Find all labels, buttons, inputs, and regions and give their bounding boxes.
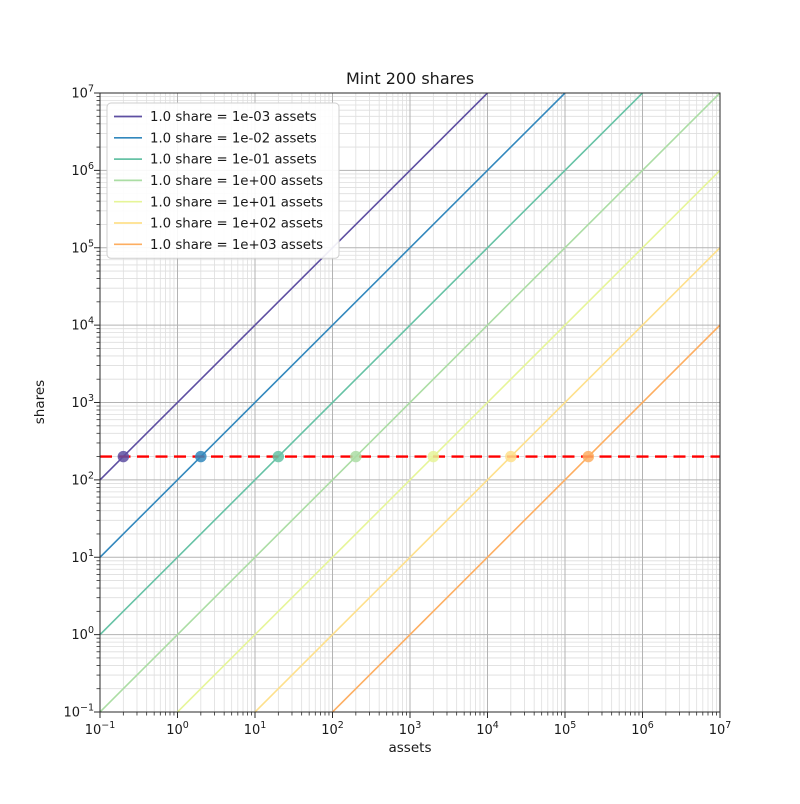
series-line-6 xyxy=(331,324,720,712)
series-line-2 xyxy=(100,93,644,636)
x-tick-label: 107 xyxy=(709,720,732,738)
mint-point-4 xyxy=(427,450,440,463)
mint-point-2 xyxy=(272,450,285,463)
y-tick-label: 10−1 xyxy=(63,703,94,721)
x-axis-label: assets xyxy=(389,740,432,756)
legend-label-6: 1.0 share = 1e+03 assets xyxy=(150,238,323,253)
series-line-4 xyxy=(176,169,720,712)
y-tick-label: 103 xyxy=(71,393,94,411)
legend-label-2: 1.0 share = 1e-01 assets xyxy=(150,153,317,168)
mint-point-0 xyxy=(117,450,130,463)
mint-point-1 xyxy=(195,450,207,463)
mint-point-5 xyxy=(505,450,517,463)
x-tick-label: 104 xyxy=(476,720,499,738)
y-tick-label: 100 xyxy=(71,625,94,643)
mint-points xyxy=(117,450,595,463)
y-tick-label: 105 xyxy=(71,238,94,256)
x-tick-label: 101 xyxy=(244,720,267,738)
x-tick-label: 102 xyxy=(321,720,344,738)
y-axis-label: shares xyxy=(32,380,48,424)
legend-label-1: 1.0 share = 1e-02 assets xyxy=(150,131,317,146)
y-tick-label: 107 xyxy=(71,84,94,102)
legend-label-3: 1.0 share = 1e+00 assets xyxy=(150,174,323,189)
mint-point-6 xyxy=(582,450,595,463)
x-tick-label: 103 xyxy=(399,720,422,738)
x-tick-label: 105 xyxy=(554,720,577,738)
y-tick-label: 106 xyxy=(71,161,94,179)
y-tick-label: 102 xyxy=(71,470,94,488)
series-line-5 xyxy=(253,247,720,712)
chart-title: Mint 200 shares xyxy=(346,69,474,88)
legend: 1.0 share = 1e-03 assets 1.0 share = 1e-0… xyxy=(106,102,340,259)
y-tick-label: 104 xyxy=(71,316,94,334)
legend-label-0: 1.0 share = 1e-03 assets xyxy=(150,110,317,125)
x-tick-label: 100 xyxy=(166,720,189,738)
legend-box xyxy=(106,102,340,259)
legend-label-4: 1.0 share = 1e+01 assets xyxy=(150,195,323,210)
series-line-3 xyxy=(100,93,720,712)
x-tick-label: 106 xyxy=(631,720,654,738)
series-lines xyxy=(100,93,720,712)
series-line-0 xyxy=(100,93,489,481)
mint-point-3 xyxy=(350,450,362,463)
x-tick-label: 10−1 xyxy=(85,720,116,738)
legend-label-5: 1.0 share = 1e+02 assets xyxy=(150,217,323,232)
y-tick-label: 101 xyxy=(71,548,94,566)
